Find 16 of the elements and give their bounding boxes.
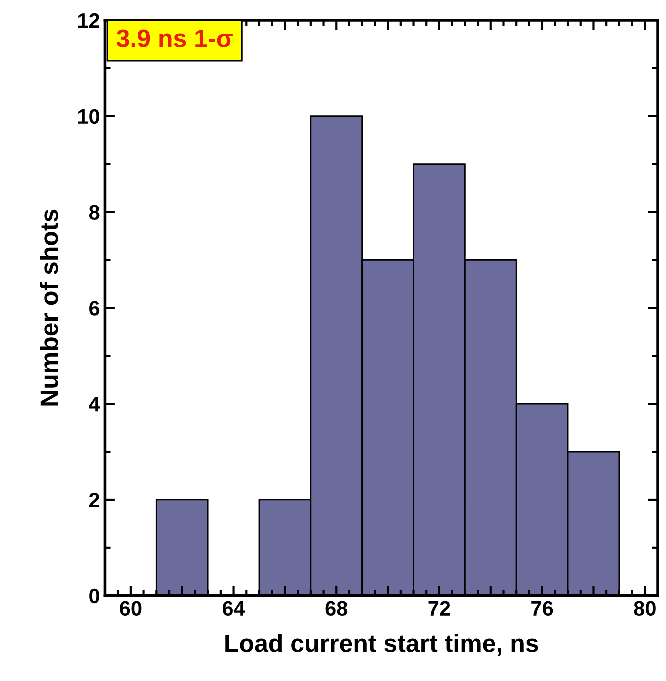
annotation: 3.9 ns 1-σ (116, 30, 233, 48)
x-tick-label: 80 (634, 601, 656, 616)
x-tick-label: 68 (326, 601, 348, 616)
x-tick-label: 64 (222, 601, 246, 616)
y-tick-label: 6 (90, 301, 100, 316)
y-tick-label: 8 (89, 205, 100, 220)
x-axis-title: Load current start time, ns (226, 634, 538, 656)
x-tick-label: 72 (428, 601, 450, 616)
y-tick-label: 2 (90, 492, 100, 508)
y-tick-label: 0 (90, 588, 100, 604)
y-tick-label: 4 (89, 397, 100, 412)
y-tick-label: 10 (78, 109, 100, 124)
y-tick-label: 12 (78, 13, 100, 28)
y-axis-title: Number of shots (40, 210, 58, 406)
x-tick-label: 76 (532, 601, 554, 616)
x-tick-label: 60 (120, 601, 142, 616)
